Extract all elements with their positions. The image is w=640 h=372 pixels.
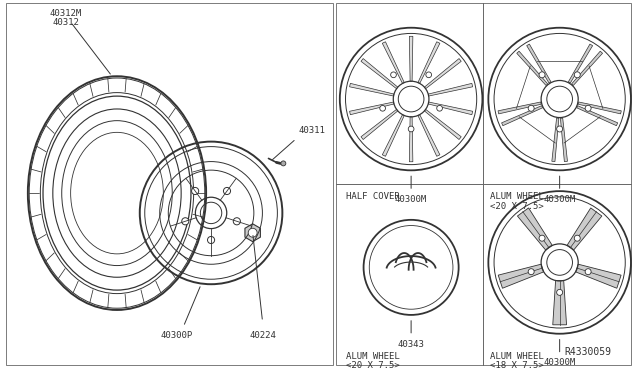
- Text: 40300M: 40300M: [395, 195, 428, 204]
- Polygon shape: [572, 51, 603, 86]
- Circle shape: [223, 187, 230, 195]
- Text: ALUM WHEEL: ALUM WHEEL: [490, 192, 544, 201]
- Text: 40300M: 40300M: [543, 359, 576, 368]
- Polygon shape: [382, 42, 404, 83]
- Polygon shape: [568, 44, 593, 83]
- Circle shape: [574, 72, 580, 78]
- Polygon shape: [418, 115, 440, 156]
- Polygon shape: [552, 118, 559, 161]
- Text: <18 X 7.5>: <18 X 7.5>: [490, 362, 544, 371]
- Circle shape: [390, 72, 396, 78]
- Polygon shape: [410, 117, 413, 162]
- Polygon shape: [567, 208, 602, 250]
- Polygon shape: [361, 109, 398, 140]
- Circle shape: [585, 269, 591, 275]
- Text: 40311: 40311: [298, 126, 325, 135]
- Polygon shape: [428, 83, 473, 96]
- Circle shape: [182, 218, 189, 225]
- Polygon shape: [527, 44, 551, 83]
- Polygon shape: [516, 51, 548, 86]
- Circle shape: [426, 72, 431, 78]
- Text: <20 X 7.5>: <20 X 7.5>: [346, 362, 399, 371]
- Text: 40224: 40224: [249, 331, 276, 340]
- Circle shape: [233, 218, 241, 225]
- Polygon shape: [561, 118, 568, 161]
- Polygon shape: [361, 58, 398, 89]
- Bar: [6, 3, 333, 365]
- Polygon shape: [502, 106, 543, 126]
- Circle shape: [248, 228, 257, 237]
- Polygon shape: [553, 280, 566, 325]
- Text: R4330059: R4330059: [564, 346, 611, 356]
- Bar: [336, 3, 631, 365]
- Polygon shape: [498, 264, 544, 288]
- Text: 40343: 40343: [397, 340, 424, 349]
- Polygon shape: [424, 58, 461, 89]
- Circle shape: [207, 237, 214, 244]
- Text: 40312M: 40312M: [49, 9, 82, 18]
- Polygon shape: [498, 102, 541, 114]
- Circle shape: [585, 105, 591, 111]
- Polygon shape: [418, 42, 440, 83]
- Text: 40312: 40312: [52, 18, 79, 27]
- Polygon shape: [382, 115, 404, 156]
- Circle shape: [574, 235, 580, 241]
- Circle shape: [528, 269, 534, 275]
- Polygon shape: [577, 106, 618, 126]
- Polygon shape: [410, 36, 413, 81]
- Polygon shape: [349, 83, 394, 96]
- Circle shape: [539, 235, 545, 241]
- Circle shape: [557, 126, 563, 132]
- Text: HALF COVER: HALF COVER: [346, 192, 399, 201]
- Polygon shape: [349, 102, 394, 115]
- Circle shape: [380, 105, 385, 111]
- Circle shape: [436, 105, 442, 111]
- Polygon shape: [517, 208, 552, 250]
- Circle shape: [539, 72, 545, 78]
- Polygon shape: [428, 102, 473, 115]
- Polygon shape: [578, 102, 621, 114]
- Circle shape: [281, 161, 286, 166]
- Circle shape: [408, 126, 414, 132]
- Text: ALUM WHEEL: ALUM WHEEL: [490, 352, 544, 360]
- Polygon shape: [245, 224, 260, 242]
- Circle shape: [528, 105, 534, 111]
- Text: 40300P: 40300P: [160, 331, 193, 340]
- Polygon shape: [424, 109, 461, 140]
- Text: ALUM WHEEL: ALUM WHEEL: [346, 352, 399, 360]
- Circle shape: [557, 289, 563, 295]
- Circle shape: [191, 187, 198, 195]
- Text: <20 X 7.5>: <20 X 7.5>: [490, 202, 544, 211]
- Polygon shape: [575, 264, 621, 288]
- Text: 40300M: 40300M: [543, 195, 576, 204]
